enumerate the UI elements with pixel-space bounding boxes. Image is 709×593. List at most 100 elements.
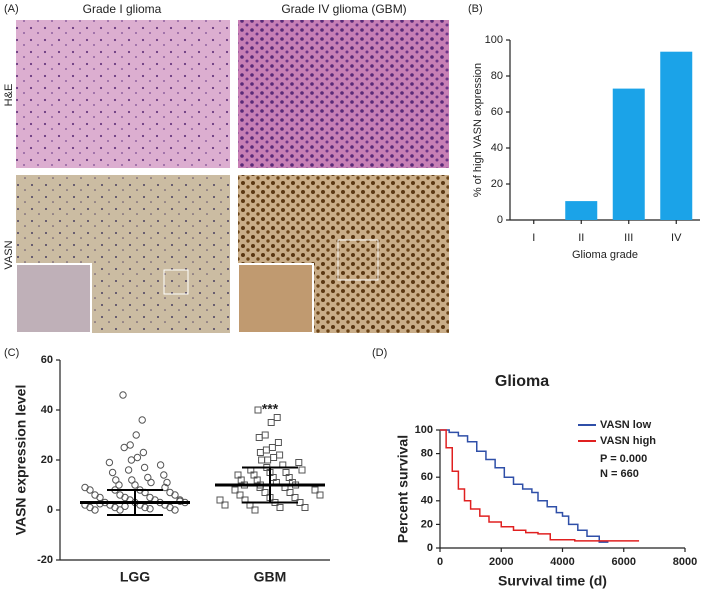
- data-point: [267, 419, 275, 426]
- inset-box: [337, 239, 379, 281]
- data-point: [258, 456, 266, 464]
- data-point: [216, 496, 224, 504]
- y-tick-label: 20: [491, 178, 503, 190]
- y-tick-label: 60: [41, 354, 53, 366]
- data-point: [116, 506, 124, 514]
- chart-title: Glioma: [495, 373, 549, 390]
- data-point: [140, 463, 149, 472]
- inset-box: [163, 269, 189, 295]
- annotation: N = 660: [600, 468, 639, 480]
- legend-label: VASN low: [600, 419, 652, 431]
- survival-curve: [440, 429, 640, 542]
- data-point: [221, 501, 229, 509]
- column-header: Grade I glioma: [83, 2, 162, 16]
- column-header: Grade IV glioma (GBM): [281, 2, 406, 16]
- y-tick-label: -20: [37, 554, 53, 566]
- data-point: [264, 456, 272, 464]
- data-point: [236, 491, 244, 499]
- data-point: [138, 416, 146, 424]
- x-axis-label: Glioma grade: [572, 249, 638, 261]
- data-point: [96, 493, 104, 502]
- data-point: [121, 502, 129, 510]
- data-point: [270, 454, 278, 461]
- y-axis-label: % of high VASN expression: [472, 63, 484, 197]
- bar: [565, 201, 598, 220]
- x-tick-label: 0: [437, 556, 443, 568]
- data-point: [171, 491, 179, 499]
- data-point: [119, 391, 127, 399]
- y-tick-label: 80: [491, 70, 503, 82]
- annotation: ***: [262, 401, 279, 417]
- data-point: [146, 505, 154, 513]
- x-tick-label: III: [624, 232, 633, 244]
- annotation: P = 0.000: [600, 453, 647, 465]
- data-point: [147, 478, 155, 487]
- panel-label: (C): [4, 347, 19, 359]
- data-point: [261, 431, 269, 439]
- data-point: [311, 486, 319, 494]
- x-tick-label: 6000: [612, 556, 636, 568]
- row-label: VASN: [3, 240, 15, 269]
- y-tick-label: 20: [41, 454, 53, 466]
- bar: [660, 51, 693, 221]
- data-point: [262, 446, 270, 454]
- y-tick-label: 40: [41, 404, 53, 416]
- data-point: [126, 441, 134, 449]
- data-point: [131, 481, 139, 489]
- data-point: [255, 434, 263, 441]
- micrograph: [16, 20, 230, 168]
- data-point: [251, 506, 259, 514]
- y-tick-label: 0: [427, 542, 433, 554]
- panel-label: (B): [468, 3, 483, 15]
- data-point: [120, 443, 128, 452]
- x-tick-label: 2000: [489, 556, 513, 568]
- y-tick-label: 40: [421, 495, 433, 507]
- data-point: [274, 439, 282, 446]
- y-tick-label: 0: [47, 504, 53, 516]
- data-point: [139, 448, 148, 457]
- data-point: [115, 481, 123, 489]
- data-point: [316, 491, 324, 499]
- y-tick-label: 100: [415, 424, 433, 436]
- data-point: [268, 444, 276, 451]
- x-tick-label: 4000: [550, 556, 574, 568]
- panel-label: (D): [372, 347, 387, 359]
- row-label: H&E: [3, 84, 15, 107]
- data-point: [132, 431, 140, 439]
- y-tick-label: 100: [485, 34, 503, 46]
- data-point: [108, 468, 117, 477]
- data-point: [141, 503, 149, 512]
- y-tick-label: 80: [421, 448, 433, 460]
- y-tick-label: 60: [421, 471, 433, 483]
- data-point: [231, 486, 239, 494]
- legend-label: VASN high: [600, 435, 656, 447]
- panel-label: (A): [4, 3, 19, 15]
- x-tick-label: LGG: [120, 569, 150, 585]
- data-point: [301, 504, 309, 511]
- data-point: [261, 489, 269, 496]
- data-point: [295, 459, 303, 466]
- x-tick-label: II: [578, 232, 584, 244]
- data-point: [105, 458, 114, 467]
- data-point: [163, 478, 171, 487]
- data-point: [86, 486, 94, 494]
- data-point: [156, 461, 165, 469]
- x-axis-label: Survival time (d): [498, 573, 607, 589]
- y-tick-label: 0: [497, 214, 503, 226]
- data-point: [133, 453, 142, 462]
- data-point: [254, 406, 262, 414]
- inset: [15, 263, 92, 334]
- y-tick-label: 60: [491, 106, 503, 118]
- data-point: [161, 483, 169, 492]
- y-axis-label: VASN expression level: [13, 385, 29, 536]
- y-tick-label: 20: [421, 518, 433, 530]
- data-point: [171, 506, 179, 514]
- bar: [612, 88, 645, 220]
- data-point: [286, 489, 294, 496]
- data-point: [124, 466, 133, 474]
- data-point: [291, 494, 299, 501]
- inset: [237, 263, 314, 334]
- data-point: [256, 449, 264, 456]
- data-point: [276, 451, 284, 459]
